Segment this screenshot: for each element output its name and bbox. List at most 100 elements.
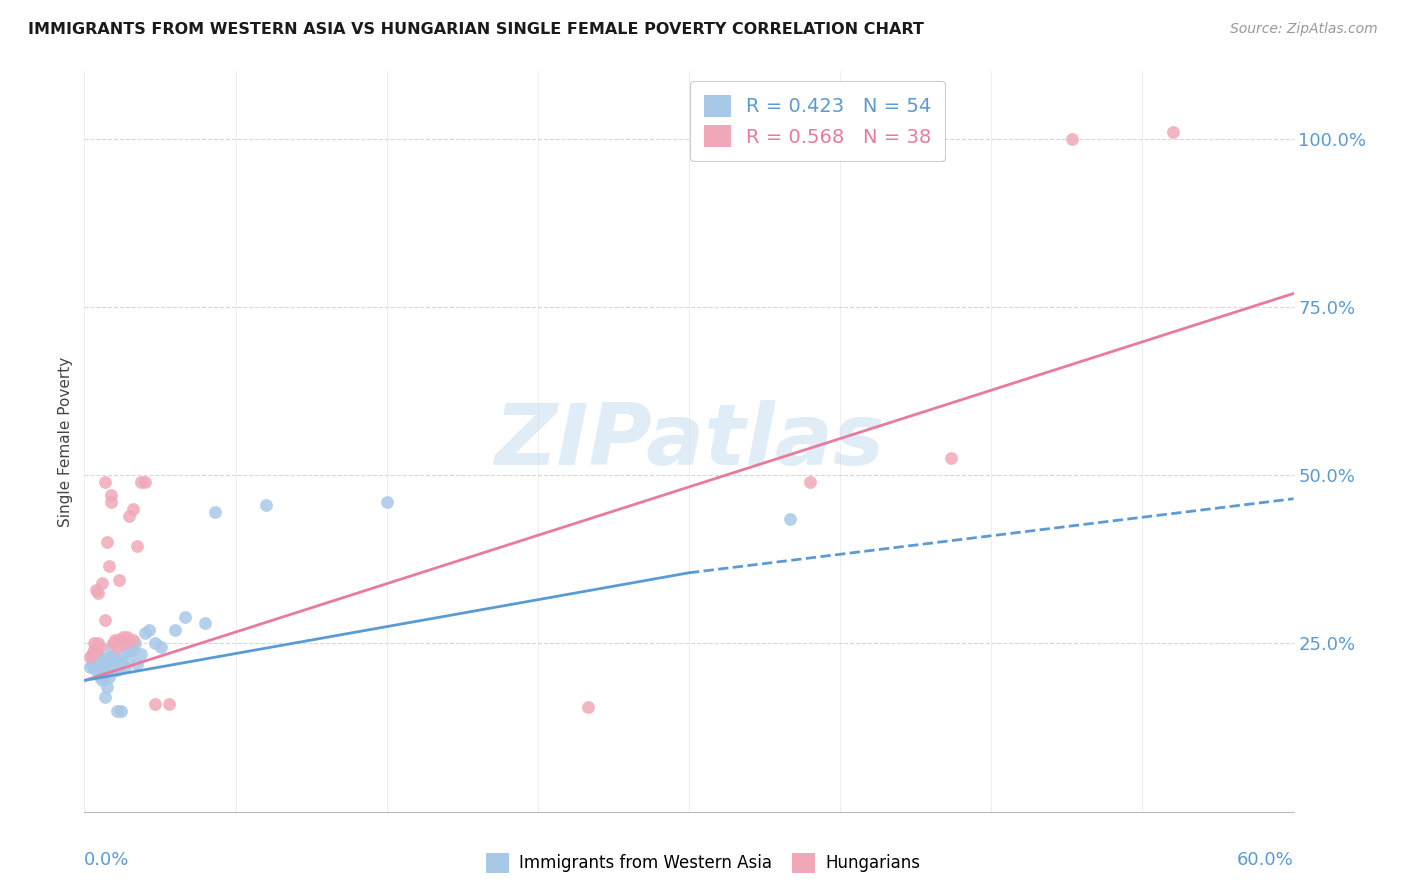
Point <box>93 475 115 489</box>
Point <box>254 499 277 513</box>
Point <box>107 573 129 587</box>
Point <box>204 505 226 519</box>
Point <box>125 539 148 553</box>
Point <box>86 643 108 657</box>
Point <box>118 508 141 523</box>
Y-axis label: Single Female Poverty: Single Female Poverty <box>58 357 73 526</box>
Point <box>174 609 197 624</box>
Point <box>104 633 127 648</box>
Point <box>101 636 124 650</box>
Text: 0.0%: 0.0% <box>84 851 129 869</box>
Legend: Immigrants from Western Asia, Hungarians: Immigrants from Western Asia, Hungarians <box>479 847 927 880</box>
Point <box>91 666 114 681</box>
Text: ZIPatlas: ZIPatlas <box>494 400 884 483</box>
Point <box>86 649 108 664</box>
Point <box>91 673 114 688</box>
Point <box>375 495 398 509</box>
Point <box>97 657 120 671</box>
Point <box>121 501 143 516</box>
Point <box>82 657 104 671</box>
Point <box>125 657 148 671</box>
Point <box>83 653 105 667</box>
Point <box>87 660 110 674</box>
Point <box>138 623 160 637</box>
Point <box>107 653 129 667</box>
Point <box>121 633 143 648</box>
Point <box>87 653 110 667</box>
Point <box>100 495 122 509</box>
Point <box>143 636 166 650</box>
Point <box>83 636 105 650</box>
Point <box>111 630 134 644</box>
Legend: R = 0.423   N = 54, R = 0.568   N = 38: R = 0.423 N = 54, R = 0.568 N = 38 <box>690 81 945 161</box>
Point <box>134 626 156 640</box>
Point <box>89 670 111 684</box>
Point <box>124 636 146 650</box>
Point <box>118 649 141 664</box>
Point <box>129 475 152 489</box>
Point <box>93 690 115 705</box>
Point <box>165 623 187 637</box>
Point <box>110 633 132 648</box>
Point <box>100 640 122 654</box>
Point <box>86 582 108 597</box>
Point <box>104 660 127 674</box>
Point <box>114 660 136 674</box>
Point <box>83 643 105 657</box>
Point <box>149 640 172 654</box>
Point <box>118 643 141 657</box>
Point <box>79 649 101 664</box>
Text: 60.0%: 60.0% <box>1237 851 1294 869</box>
Point <box>107 633 129 648</box>
Point <box>91 575 114 590</box>
Point <box>82 649 104 664</box>
Point <box>101 653 124 667</box>
Point <box>110 704 132 718</box>
Point <box>96 660 118 674</box>
Text: IMMIGRANTS FROM WESTERN ASIA VS HUNGARIAN SINGLE FEMALE POVERTY CORRELATION CHAR: IMMIGRANTS FROM WESTERN ASIA VS HUNGARIA… <box>28 22 924 37</box>
Point <box>96 535 118 549</box>
Point <box>79 660 101 674</box>
Point <box>83 660 105 674</box>
Point <box>87 647 110 661</box>
Point <box>97 670 120 684</box>
Point <box>1161 125 1184 139</box>
Point <box>194 616 217 631</box>
Point <box>82 647 104 661</box>
Point <box>157 697 180 711</box>
Point <box>93 613 115 627</box>
Point <box>86 664 108 678</box>
Point <box>100 649 122 664</box>
Point <box>134 475 156 489</box>
Text: Source: ZipAtlas.com: Source: ZipAtlas.com <box>1230 22 1378 37</box>
Point <box>110 657 132 671</box>
Point <box>105 640 128 654</box>
Point <box>143 697 166 711</box>
Point <box>87 636 110 650</box>
Point <box>86 653 108 667</box>
Point <box>115 630 138 644</box>
Point <box>111 647 134 661</box>
Point <box>93 666 115 681</box>
Point <box>89 660 111 674</box>
Point <box>91 657 114 671</box>
Point <box>87 586 110 600</box>
Point <box>96 680 118 694</box>
Point <box>97 559 120 574</box>
Point <box>121 643 143 657</box>
Point <box>100 488 122 502</box>
Point <box>576 700 599 714</box>
Point <box>105 664 128 678</box>
Point <box>129 647 152 661</box>
Point <box>96 649 118 664</box>
Point <box>89 653 111 667</box>
Point <box>104 649 127 664</box>
Point <box>89 640 111 654</box>
Point <box>799 475 821 489</box>
Point <box>939 451 962 466</box>
Point <box>114 636 136 650</box>
Point <box>105 704 128 718</box>
Point <box>779 512 801 526</box>
Point <box>1060 131 1083 145</box>
Point <box>83 647 105 661</box>
